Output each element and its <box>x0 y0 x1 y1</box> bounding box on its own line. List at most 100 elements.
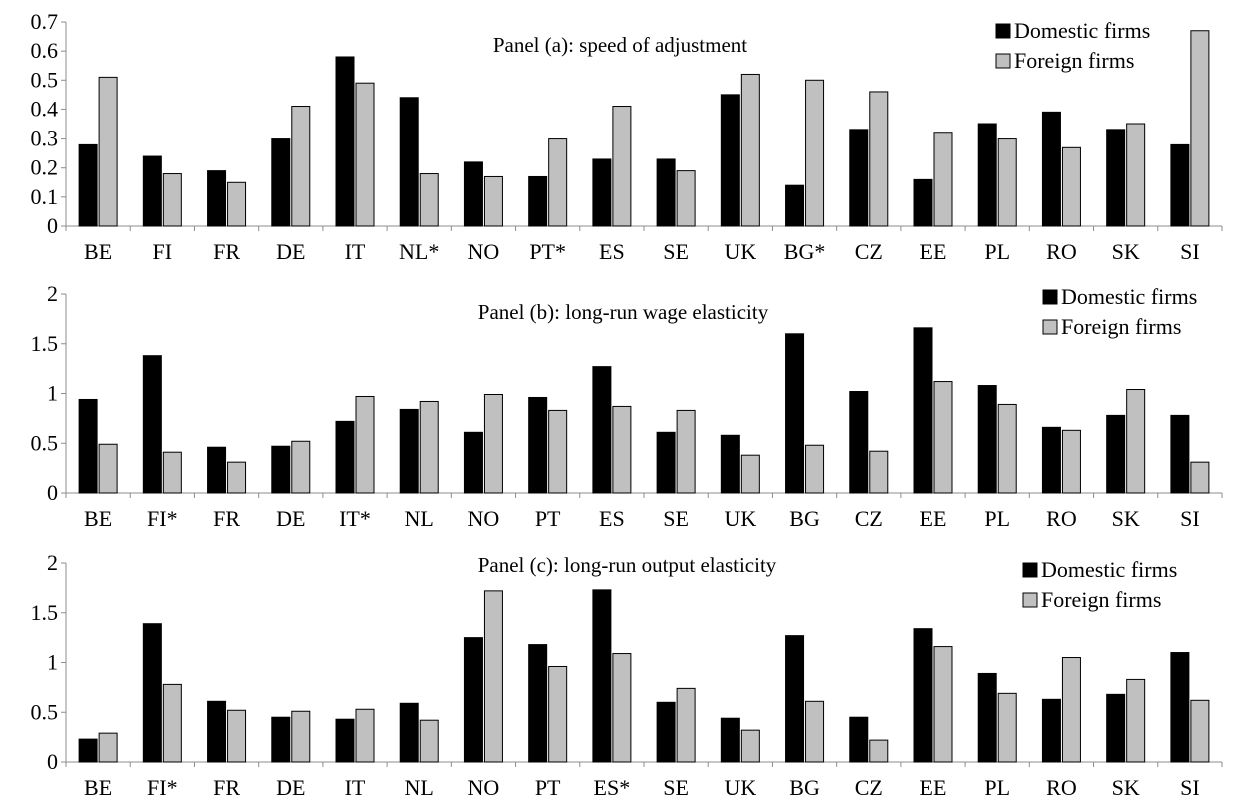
x-category-label: ES <box>599 239 625 264</box>
bar-domestic <box>142 623 162 763</box>
x-category-label: NL <box>405 775 434 800</box>
bar-domestic <box>335 420 355 494</box>
bar-domestic <box>720 717 740 763</box>
bar-foreign <box>483 590 503 763</box>
bar-foreign <box>676 170 696 227</box>
bar-foreign <box>1190 461 1210 494</box>
bar-foreign <box>676 409 696 494</box>
bar-foreign <box>419 719 439 763</box>
bar-foreign <box>740 454 760 494</box>
bar-foreign <box>483 393 503 494</box>
bar-domestic <box>78 143 98 227</box>
y-tick-label: 0 <box>47 213 58 238</box>
bar-foreign <box>162 451 182 494</box>
bar-domestic <box>142 155 162 227</box>
bar-foreign <box>548 409 568 494</box>
y-tick-label: 1 <box>47 650 58 675</box>
bar-foreign <box>483 175 503 227</box>
bar-domestic <box>271 445 291 494</box>
legend-label-domestic: Domestic firms <box>1061 284 1197 309</box>
bar-foreign <box>548 665 568 763</box>
bar-domestic <box>528 644 548 763</box>
y-tick-label: 1.5 <box>31 600 59 625</box>
x-category-label: NO <box>468 239 500 264</box>
bar-foreign <box>997 138 1017 227</box>
x-category-label: NO <box>468 775 500 800</box>
bar-domestic <box>528 396 548 494</box>
bar-domestic <box>913 628 933 763</box>
bar-domestic <box>656 431 676 494</box>
x-category-label: BE <box>84 506 112 531</box>
bar-domestic <box>271 138 291 227</box>
x-category-label: SI <box>1180 506 1200 531</box>
bar-domestic <box>592 158 612 227</box>
y-tick-label: 0.1 <box>31 184 59 209</box>
bar-domestic <box>1041 698 1061 763</box>
bar-foreign <box>291 106 311 227</box>
y-tick-label: 1 <box>47 381 58 406</box>
bar-domestic <box>1106 129 1126 227</box>
x-category-label: SE <box>663 506 689 531</box>
x-category-label: PL <box>984 775 1010 800</box>
x-category-label: PT <box>535 775 561 800</box>
legend-label-foreign: Foreign firms <box>1014 48 1134 73</box>
x-category-label: IT <box>345 775 366 800</box>
bar-foreign <box>1126 123 1146 227</box>
x-category-label: DE <box>276 775 305 800</box>
x-category-label: UK <box>724 239 756 264</box>
bar-domestic <box>78 738 98 763</box>
y-tick-label: 0.2 <box>31 155 59 180</box>
bar-foreign <box>1126 389 1146 494</box>
x-category-label: CZ <box>855 239 883 264</box>
x-category-label: FR <box>213 775 240 800</box>
bar-domestic <box>913 327 933 494</box>
x-category-label: BG <box>789 506 820 531</box>
y-tick-label: 0.4 <box>31 96 59 121</box>
panel-title: Panel (c): long-run output elasticity <box>478 553 777 577</box>
bar-foreign <box>805 79 825 227</box>
x-category-label: DE <box>276 506 305 531</box>
x-category-label: IT* <box>339 506 371 531</box>
x-category-label: SK <box>1112 775 1140 800</box>
bar-foreign <box>869 739 889 763</box>
bar-foreign <box>1061 429 1081 494</box>
bar-foreign <box>98 443 118 494</box>
x-category-label: FI* <box>147 775 178 800</box>
bar-foreign <box>98 76 118 227</box>
bar-foreign <box>355 82 375 227</box>
bar-foreign <box>227 461 247 494</box>
bar-foreign <box>805 700 825 763</box>
bar-domestic <box>1106 693 1126 763</box>
bar-foreign <box>1061 657 1081 763</box>
legend-swatch-domestic <box>1042 289 1058 305</box>
bar-foreign <box>1126 678 1146 763</box>
bar-domestic <box>1170 652 1190 763</box>
x-category-label: UK <box>724 506 756 531</box>
legend-swatch-foreign <box>1022 592 1038 608</box>
x-category-label: CZ <box>855 775 883 800</box>
bar-domestic <box>207 700 227 763</box>
bar-domestic <box>785 333 805 494</box>
x-category-label: BG* <box>784 239 826 264</box>
bar-foreign <box>1190 30 1210 227</box>
panel-c: 0 0.5 1 1.5 2 BE FI* FR DE IT NL NO PT ES* SE UK BG CZ EE P… <box>31 550 1223 800</box>
bar-domestic <box>528 175 548 227</box>
bar-foreign <box>612 653 632 763</box>
bar-foreign <box>1190 699 1210 763</box>
bar-domestic <box>207 446 227 494</box>
bar-domestic <box>399 702 419 763</box>
bar-foreign <box>997 403 1017 494</box>
panel-b: 0 0.5 1 1.5 2 BE FI* FR DE IT* NL NO PT ES SE UK BG CZ EE P… <box>31 281 1223 531</box>
bar-foreign <box>869 450 889 494</box>
x-category-label: PT <box>535 506 561 531</box>
x-category-label: SI <box>1180 239 1200 264</box>
x-category-label: FI <box>153 239 173 264</box>
legend-swatch-domestic <box>995 23 1011 39</box>
bar-foreign <box>805 444 825 494</box>
x-category-label: BE <box>84 239 112 264</box>
bar-foreign <box>291 710 311 763</box>
bar-domestic <box>849 129 869 227</box>
x-category-label: EE <box>920 239 947 264</box>
bar-domestic <box>335 56 355 227</box>
